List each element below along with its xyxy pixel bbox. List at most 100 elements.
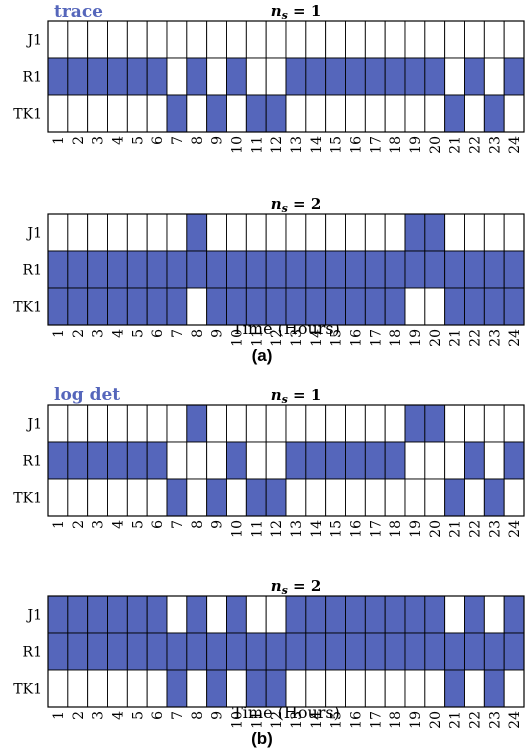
cell-R1-22: [464, 250, 485, 289]
cell-R1-20: [424, 250, 446, 289]
tick-label: 9: [210, 136, 226, 145]
cell-TK1-5: [126, 94, 148, 133]
cell-TK1-16: [345, 94, 366, 133]
cell-J1-5: [126, 213, 148, 252]
tick-label: 17: [368, 711, 384, 729]
cell-R1-24: [503, 57, 525, 96]
cell-J1-11: [245, 20, 267, 59]
cell-TK1-12: [265, 287, 287, 326]
tick-label: 8: [190, 520, 206, 529]
cell-TK1-7: [166, 94, 188, 133]
cell-J1-9: [206, 20, 227, 59]
cell-R1-18: [384, 57, 406, 96]
cell-R1-23: [483, 57, 505, 96]
tick-label: 20: [428, 711, 444, 729]
cell-TK1-23: [483, 287, 505, 326]
tick-label: 7: [170, 711, 186, 720]
tick-label: 12: [269, 711, 285, 729]
cell-R1-15: [325, 441, 346, 480]
cell-J1-6: [146, 595, 168, 634]
tick-label: 15: [329, 520, 345, 538]
heatmap-border: [47, 213, 525, 326]
tick-label: 13: [289, 520, 305, 538]
tick-label: 17: [368, 329, 384, 347]
cell-J1-11: [245, 404, 267, 443]
cell-R1-6: [146, 57, 168, 96]
cell-R1-12: [265, 250, 287, 289]
cell-R1-20: [424, 632, 446, 671]
cell-R1-7: [166, 441, 188, 480]
cell-R1-13: [285, 57, 307, 96]
tick-label: 21: [448, 520, 464, 538]
cell-TK1-9: [206, 94, 227, 133]
cell-R1-6: [146, 441, 168, 480]
cell-J1-19: [404, 404, 426, 443]
cell-R1-6: [146, 632, 168, 671]
cell-R1-17: [364, 441, 386, 480]
cell-TK1-4: [107, 94, 128, 133]
cell-J1-1: [47, 20, 69, 59]
row-label: J1: [25, 417, 42, 433]
cell-R1-3: [87, 57, 108, 96]
tick-label: 22: [467, 136, 483, 154]
cell-TK1-24: [503, 287, 525, 326]
cell-R1-24: [503, 632, 525, 671]
tick-label: 6: [150, 520, 166, 529]
cell-J1-7: [166, 213, 188, 252]
tick-label: 14: [309, 711, 325, 729]
cell-J1-5: [126, 404, 148, 443]
cell-J1-3: [87, 595, 108, 634]
cell-J1-7: [166, 404, 188, 443]
cell-TK1-22: [464, 669, 485, 708]
cell-TK1-21: [444, 478, 465, 517]
tick-label: 7: [170, 329, 186, 338]
cell-J1-3: [87, 404, 108, 443]
cell-J1-13: [285, 595, 307, 634]
cell-R1-4: [107, 250, 128, 289]
chart-title: ns = 2: [271, 577, 322, 597]
cell-R1-20: [424, 441, 446, 480]
cell-TK1-19: [404, 669, 426, 708]
cell-R1-17: [364, 632, 386, 671]
cell-J1-2: [67, 595, 89, 634]
cell-J1-21: [444, 595, 465, 634]
cell-TK1-20: [424, 669, 446, 708]
cell-TK1-16: [345, 287, 366, 326]
tick-label: 7: [170, 136, 186, 145]
cell-TK1-16: [345, 669, 366, 708]
tick-label: 13: [289, 711, 305, 729]
cell-TK1-20: [424, 94, 446, 133]
cell-J1-13: [285, 20, 307, 59]
cell-J1-10: [226, 404, 247, 443]
cell-TK1-8: [186, 669, 208, 708]
cell-R1-8: [186, 250, 208, 289]
cell-R1-13: [285, 441, 307, 480]
cell-R1-14: [305, 250, 327, 289]
cell-J1-2: [67, 213, 89, 252]
cell-J1-22: [464, 20, 485, 59]
tick-label: 16: [348, 711, 364, 729]
cell-TK1-21: [444, 287, 465, 326]
cell-R1-19: [404, 57, 426, 96]
tick-label: 5: [130, 711, 146, 720]
cell-TK1-18: [384, 94, 406, 133]
cell-R1-8: [186, 441, 208, 480]
cell-TK1-19: [404, 287, 426, 326]
cell-TK1-5: [126, 287, 148, 326]
cell-J1-7: [166, 595, 188, 634]
cell-TK1-18: [384, 287, 406, 326]
cell-TK1-24: [503, 94, 525, 133]
cell-J1-21: [444, 404, 465, 443]
tick-label: 13: [289, 136, 305, 154]
cell-TK1-18: [384, 478, 406, 517]
cell-J1-23: [483, 404, 505, 443]
cell-TK1-2: [67, 287, 89, 326]
cell-TK1-22: [464, 478, 485, 517]
cell-R1-7: [166, 250, 188, 289]
cell-TK1-24: [503, 669, 525, 708]
cell-TK1-17: [364, 669, 386, 708]
cell-TK1-2: [67, 669, 89, 708]
row-label: R1: [23, 263, 42, 279]
